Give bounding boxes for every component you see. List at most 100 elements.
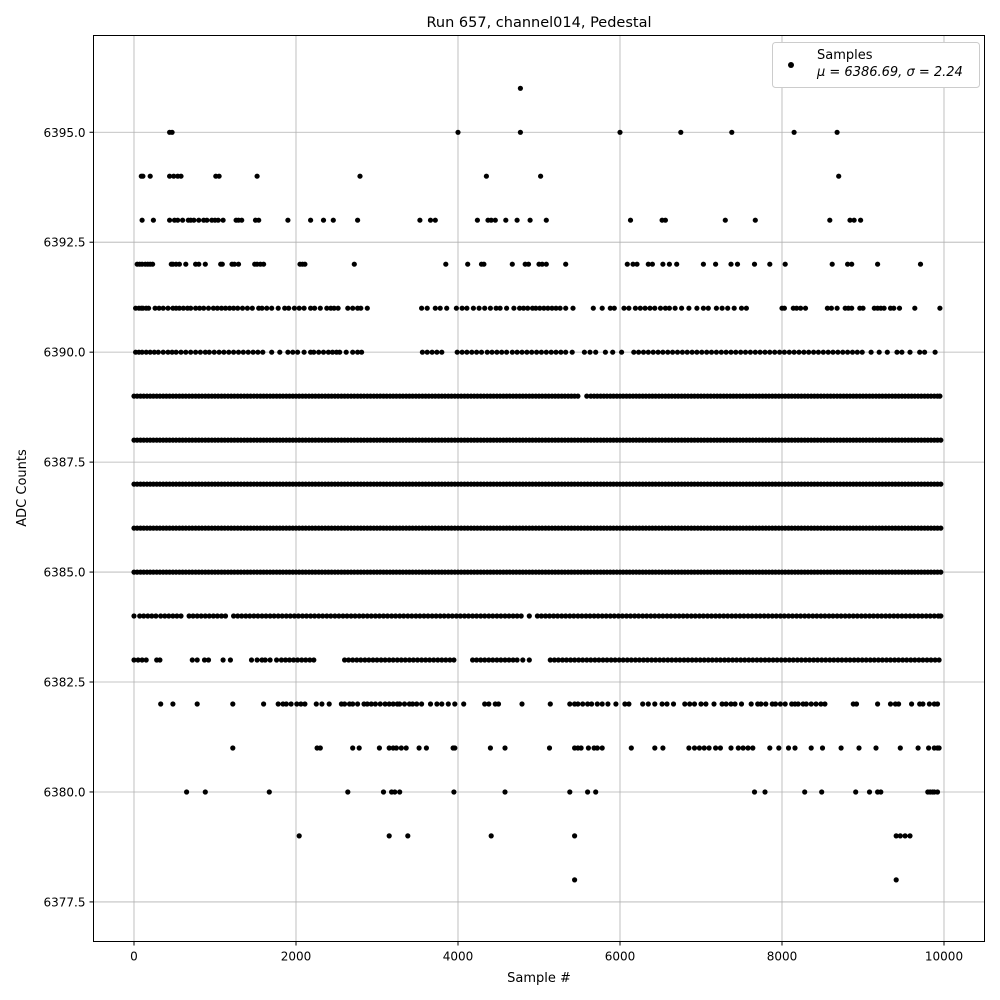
data-point xyxy=(296,833,302,839)
data-point xyxy=(474,613,480,619)
data-point xyxy=(600,657,606,663)
data-point xyxy=(856,745,862,751)
data-point xyxy=(607,613,613,619)
data-point xyxy=(678,129,684,135)
data-point xyxy=(777,701,784,707)
data-point xyxy=(518,613,524,619)
data-point xyxy=(879,613,885,619)
data-point xyxy=(364,613,370,619)
data-point xyxy=(696,613,703,619)
data-point xyxy=(261,261,267,267)
data-point xyxy=(853,789,859,795)
data-point xyxy=(873,745,879,751)
data-point xyxy=(488,833,494,839)
data-point xyxy=(394,657,400,663)
data-point xyxy=(437,613,443,619)
data-point xyxy=(581,349,588,355)
data-point xyxy=(652,701,658,707)
data-point xyxy=(178,173,184,179)
data-point xyxy=(721,657,728,663)
data-point xyxy=(767,745,773,751)
data-point xyxy=(474,657,480,663)
data-point xyxy=(432,305,438,311)
data-point xyxy=(645,261,651,267)
data-point xyxy=(390,657,396,663)
data-point xyxy=(620,657,626,663)
data-point xyxy=(459,349,465,355)
data-point xyxy=(644,657,651,663)
data-point xyxy=(792,745,798,751)
data-point xyxy=(875,701,881,707)
data-point xyxy=(730,657,736,663)
data-point xyxy=(358,305,364,311)
data-point xyxy=(588,657,594,663)
data-point xyxy=(686,305,692,311)
data-point xyxy=(572,877,578,883)
x-axis-ticks: 0 2000 4000 6000 8000 10000 xyxy=(130,941,963,964)
data-point xyxy=(494,657,500,663)
data-point xyxy=(673,657,679,663)
data-point xyxy=(243,613,249,619)
data-point xyxy=(899,613,905,619)
data-point xyxy=(478,613,484,619)
data-point xyxy=(729,613,735,619)
data-point xyxy=(591,613,597,619)
data-point xyxy=(729,129,735,135)
data-point xyxy=(482,305,488,311)
data-point xyxy=(424,305,430,311)
data-point xyxy=(261,701,267,707)
data-point xyxy=(891,613,897,619)
data-point xyxy=(752,217,758,223)
data-point xyxy=(897,833,903,839)
data-point xyxy=(887,657,894,663)
data-point xyxy=(533,305,539,311)
data-point xyxy=(435,657,441,663)
data-point xyxy=(717,657,724,663)
data-point xyxy=(169,129,175,135)
data-point xyxy=(774,657,780,663)
data-point xyxy=(482,657,488,663)
data-point xyxy=(843,657,849,663)
data-point xyxy=(622,701,628,707)
data-point xyxy=(648,613,654,619)
data-point xyxy=(919,613,925,619)
data-point xyxy=(613,701,619,707)
data-point xyxy=(627,613,634,619)
data-point xyxy=(145,613,151,619)
data-point xyxy=(781,305,788,311)
data-point xyxy=(632,613,638,619)
data-point xyxy=(818,701,824,707)
data-point xyxy=(461,613,468,619)
data-point xyxy=(214,305,220,311)
chart-title: Run 657, channel014, Pedestal xyxy=(426,15,651,31)
data-point xyxy=(640,613,646,619)
data-point xyxy=(368,701,374,707)
data-point xyxy=(221,349,227,355)
data-point xyxy=(439,701,445,707)
data-point xyxy=(860,305,866,311)
data-point xyxy=(219,261,225,267)
data-point xyxy=(312,613,318,619)
data-point xyxy=(849,349,856,355)
data-point xyxy=(829,261,835,267)
data-point xyxy=(559,657,566,663)
data-point xyxy=(291,305,297,311)
data-point xyxy=(506,657,512,663)
data-point xyxy=(454,349,460,355)
data-point xyxy=(397,789,403,795)
data-point xyxy=(214,613,220,619)
data-point xyxy=(222,613,229,619)
data-point xyxy=(519,349,525,355)
data-point xyxy=(594,701,600,707)
data-point xyxy=(403,745,409,751)
data-point xyxy=(723,701,729,707)
data-point xyxy=(660,613,666,619)
data-point xyxy=(470,305,476,311)
data-point xyxy=(932,349,938,355)
data-point xyxy=(298,701,304,707)
data-point xyxy=(307,657,313,663)
data-point xyxy=(397,701,403,707)
data-point xyxy=(676,613,682,619)
data-point xyxy=(249,305,255,311)
data-point xyxy=(922,349,928,355)
